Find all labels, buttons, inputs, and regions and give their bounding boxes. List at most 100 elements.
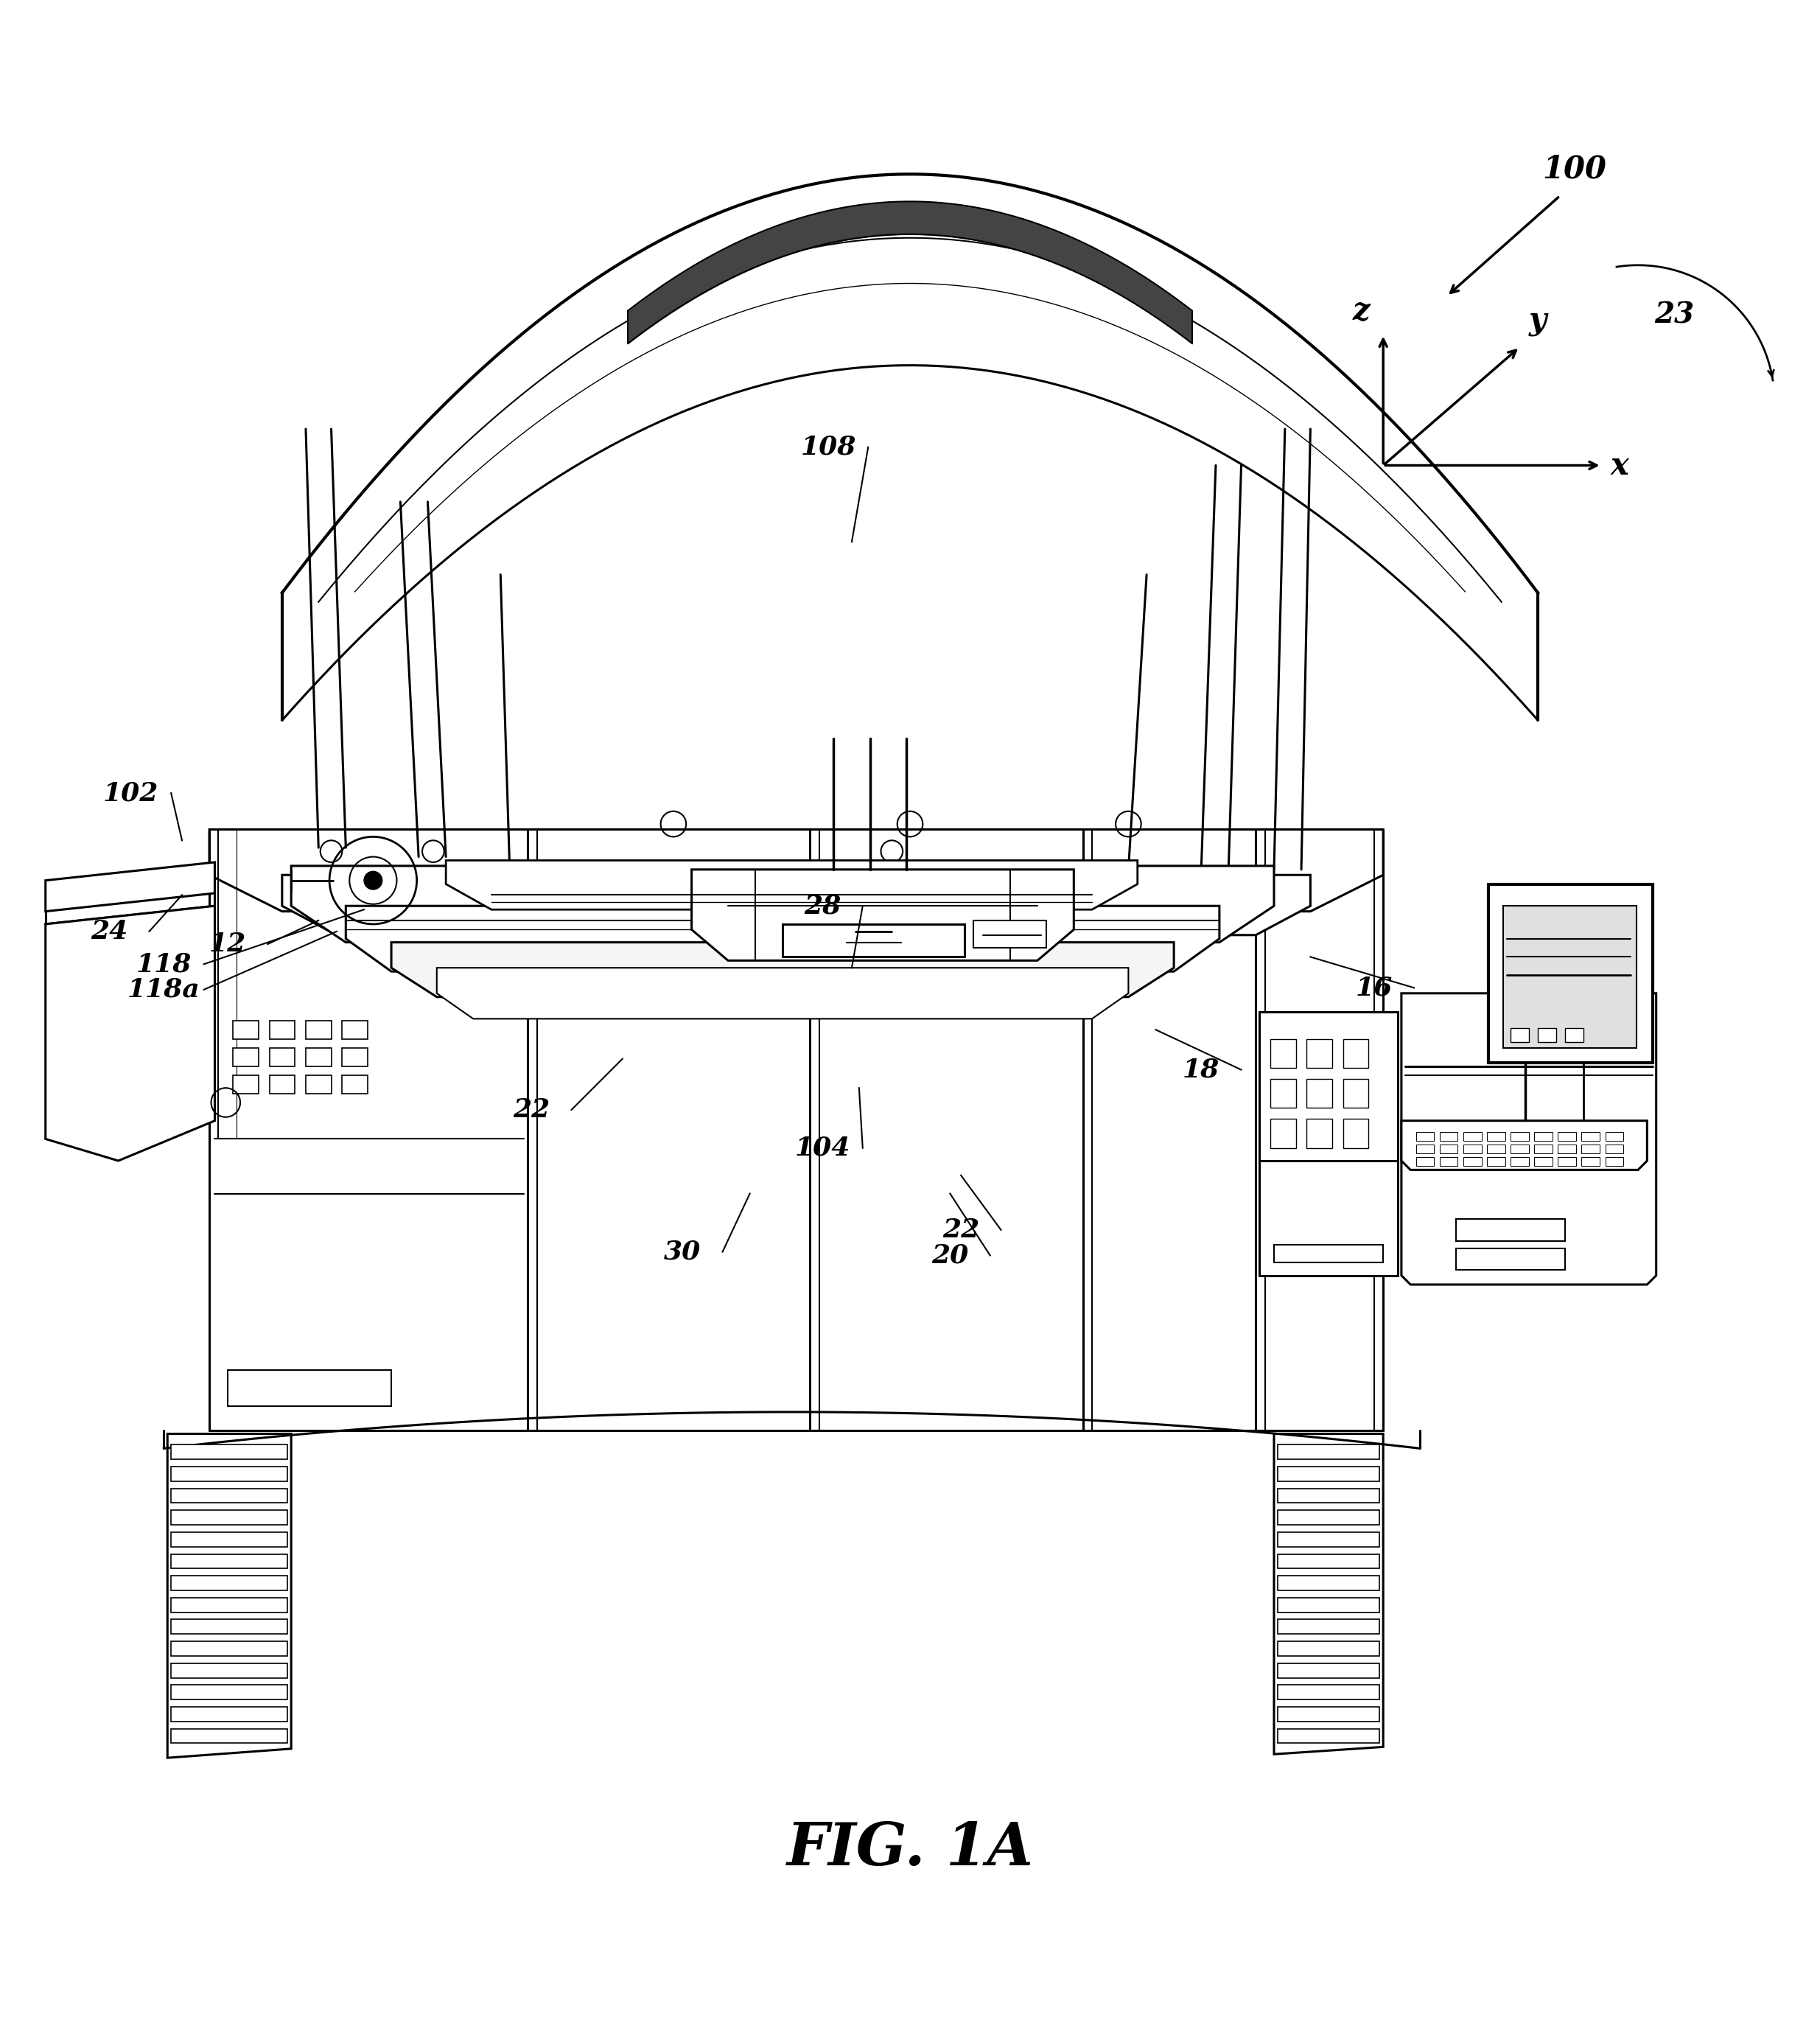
Bar bbox=[342, 1048, 368, 1066]
Polygon shape bbox=[171, 1489, 288, 1503]
Bar bbox=[1511, 1157, 1529, 1165]
Polygon shape bbox=[171, 1707, 288, 1722]
Polygon shape bbox=[171, 1663, 288, 1677]
Polygon shape bbox=[1278, 1685, 1380, 1699]
Polygon shape bbox=[171, 1444, 288, 1459]
Bar bbox=[1582, 1145, 1600, 1153]
Bar bbox=[974, 920, 1046, 949]
Bar bbox=[1343, 1119, 1369, 1147]
Bar bbox=[1534, 1131, 1552, 1141]
Text: 18: 18 bbox=[1183, 1058, 1219, 1082]
Bar bbox=[1511, 1145, 1529, 1153]
Bar bbox=[1582, 1157, 1600, 1165]
Text: 22: 22 bbox=[513, 1096, 550, 1123]
Bar bbox=[1463, 1145, 1481, 1153]
Circle shape bbox=[364, 872, 382, 890]
Text: 100: 100 bbox=[1542, 154, 1607, 184]
Bar bbox=[1487, 1157, 1505, 1165]
Polygon shape bbox=[1278, 1620, 1380, 1635]
Polygon shape bbox=[282, 876, 1310, 935]
Bar bbox=[306, 1074, 331, 1092]
Bar bbox=[1605, 1131, 1623, 1141]
Polygon shape bbox=[1278, 1663, 1380, 1677]
Bar bbox=[1605, 1157, 1623, 1165]
Polygon shape bbox=[1278, 1467, 1380, 1481]
Polygon shape bbox=[1489, 884, 1653, 1062]
Bar bbox=[1487, 1145, 1505, 1153]
Text: 30: 30 bbox=[664, 1240, 701, 1264]
Bar bbox=[1343, 1038, 1369, 1068]
Bar bbox=[1440, 1131, 1458, 1141]
Bar bbox=[1270, 1038, 1296, 1068]
Polygon shape bbox=[171, 1620, 288, 1635]
Polygon shape bbox=[171, 1641, 288, 1657]
Bar bbox=[233, 1048, 258, 1066]
Text: 102: 102 bbox=[104, 781, 158, 805]
Bar bbox=[269, 1020, 295, 1038]
Polygon shape bbox=[346, 906, 1219, 971]
Bar bbox=[1307, 1038, 1332, 1068]
Polygon shape bbox=[167, 1434, 291, 1758]
Bar bbox=[1440, 1157, 1458, 1165]
Bar bbox=[1511, 1028, 1529, 1042]
Text: 108: 108 bbox=[801, 435, 855, 459]
Polygon shape bbox=[171, 1730, 288, 1744]
Text: 104: 104 bbox=[795, 1135, 850, 1161]
Polygon shape bbox=[437, 967, 1128, 1020]
Bar bbox=[233, 1020, 258, 1038]
Bar bbox=[1463, 1157, 1481, 1165]
Polygon shape bbox=[692, 870, 1074, 961]
Text: 22: 22 bbox=[943, 1218, 979, 1242]
Bar bbox=[233, 1074, 258, 1092]
Bar bbox=[1343, 1078, 1369, 1109]
Bar bbox=[1440, 1145, 1458, 1153]
Text: 118a: 118a bbox=[127, 977, 200, 1001]
Text: z: z bbox=[1352, 295, 1370, 326]
Polygon shape bbox=[1401, 993, 1656, 1285]
Text: 12: 12 bbox=[209, 933, 246, 957]
Bar bbox=[1605, 1145, 1623, 1153]
Text: y: y bbox=[1529, 305, 1547, 336]
Polygon shape bbox=[1278, 1641, 1380, 1657]
Polygon shape bbox=[1278, 1707, 1380, 1722]
Text: FIG. 1A: FIG. 1A bbox=[786, 1821, 1034, 1877]
Polygon shape bbox=[171, 1511, 288, 1525]
Polygon shape bbox=[391, 943, 1174, 997]
Polygon shape bbox=[1278, 1489, 1380, 1503]
Polygon shape bbox=[171, 1467, 288, 1481]
Bar bbox=[269, 1074, 295, 1092]
Bar bbox=[1463, 1131, 1481, 1141]
Polygon shape bbox=[1274, 1434, 1383, 1754]
Bar bbox=[1558, 1157, 1576, 1165]
Bar bbox=[342, 1020, 368, 1038]
Polygon shape bbox=[1278, 1531, 1380, 1548]
Polygon shape bbox=[1278, 1730, 1380, 1744]
Bar bbox=[1270, 1078, 1296, 1109]
Polygon shape bbox=[1401, 1121, 1647, 1169]
Polygon shape bbox=[1278, 1598, 1380, 1612]
Polygon shape bbox=[783, 925, 965, 957]
Polygon shape bbox=[171, 1576, 288, 1590]
Polygon shape bbox=[171, 1531, 288, 1548]
Bar bbox=[1511, 1131, 1529, 1141]
Bar bbox=[1456, 1248, 1565, 1270]
Bar bbox=[1307, 1119, 1332, 1147]
Bar bbox=[306, 1020, 331, 1038]
Bar bbox=[1558, 1145, 1576, 1153]
Polygon shape bbox=[1259, 1012, 1398, 1161]
Polygon shape bbox=[1278, 1576, 1380, 1590]
Text: 28: 28 bbox=[804, 894, 841, 918]
Polygon shape bbox=[1278, 1554, 1380, 1568]
Polygon shape bbox=[446, 860, 1138, 910]
Text: 23: 23 bbox=[1654, 301, 1694, 330]
Polygon shape bbox=[171, 1685, 288, 1699]
Bar bbox=[1582, 1131, 1600, 1141]
Bar bbox=[1270, 1119, 1296, 1147]
Bar bbox=[269, 1048, 295, 1066]
Bar bbox=[1416, 1145, 1434, 1153]
Bar bbox=[1503, 906, 1636, 1048]
Bar bbox=[342, 1074, 368, 1092]
Bar bbox=[1307, 1078, 1332, 1109]
Text: x: x bbox=[1611, 451, 1629, 481]
Bar bbox=[1456, 1220, 1565, 1240]
